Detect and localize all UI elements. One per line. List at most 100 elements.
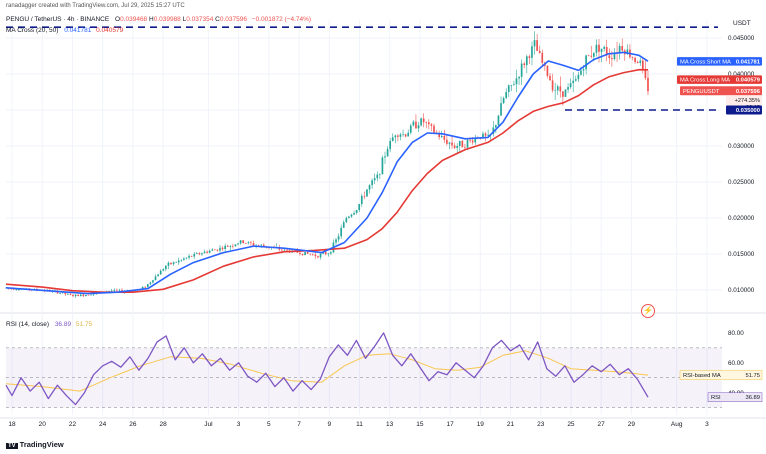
- candle-body[interactable]: [569, 83, 572, 88]
- candle-body[interactable]: [281, 249, 283, 251]
- short-ma-line[interactable]: [5, 51, 649, 295]
- candle-body[interactable]: [159, 270, 162, 275]
- candle-body[interactable]: [469, 139, 471, 141]
- candle-body[interactable]: [314, 254, 317, 257]
- candle-body[interactable]: [330, 252, 332, 254]
- candle-body[interactable]: [113, 289, 116, 291]
- candle-body[interactable]: [373, 178, 376, 181]
- candle-body[interactable]: [371, 180, 373, 186]
- candle-body[interactable]: [146, 284, 149, 288]
- long-ma-line[interactable]: [5, 68, 649, 294]
- rsi-line[interactable]: [5, 332, 649, 406]
- candle-body[interactable]: [257, 245, 260, 246]
- candle-body[interactable]: [415, 121, 417, 129]
- candle-body[interactable]: [386, 149, 389, 157]
- candle-body[interactable]: [67, 293, 69, 295]
- candle-body[interactable]: [283, 249, 286, 251]
- candle-body[interactable]: [18, 289, 20, 291]
- candle-body[interactable]: [327, 253, 330, 255]
- candle-body[interactable]: [592, 52, 595, 57]
- candle-body[interactable]: [324, 252, 327, 255]
- candle-body[interactable]: [77, 294, 80, 297]
- candle-body[interactable]: [250, 242, 252, 244]
- ma-cross-legend[interactable]: MA Cross (20, 50) 0.041781 0.040579: [6, 27, 123, 34]
- rsi-pane[interactable]: [5, 332, 722, 408]
- candle-body[interactable]: [520, 63, 523, 77]
- candle-body[interactable]: [541, 52, 544, 63]
- candle-body[interactable]: [345, 217, 348, 223]
- candle-body[interactable]: [262, 244, 265, 247]
- rsi-legend[interactable]: RSI (14, close) 36.89 51.75: [6, 321, 92, 328]
- candle-body[interactable]: [505, 91, 508, 99]
- candle-body[interactable]: [201, 253, 203, 255]
- candle-body[interactable]: [412, 121, 415, 126]
- candle-body[interactable]: [232, 246, 234, 247]
- candle-body[interactable]: [110, 290, 113, 292]
- candle-body[interactable]: [286, 249, 288, 251]
- rsi-ma-line[interactable]: [5, 350, 649, 392]
- candle-body[interactable]: [363, 195, 366, 197]
- candle-body[interactable]: [175, 262, 178, 263]
- candle-body[interactable]: [322, 252, 324, 254]
- flash-icon[interactable]: ⚡: [641, 304, 655, 318]
- candle-body[interactable]: [636, 62, 639, 64]
- candle-body[interactable]: [378, 174, 381, 175]
- candle-body[interactable]: [523, 63, 526, 66]
- candle-body[interactable]: [536, 40, 538, 51]
- candle-body[interactable]: [203, 251, 206, 254]
- candle-body[interactable]: [598, 44, 600, 52]
- candle-body[interactable]: [438, 133, 440, 138]
- candle-body[interactable]: [574, 79, 577, 81]
- candle-body[interactable]: [219, 247, 221, 251]
- candle-body[interactable]: [213, 249, 216, 251]
- candle-body[interactable]: [118, 289, 121, 291]
- candle-body[interactable]: [443, 135, 446, 140]
- candle-body[interactable]: [157, 274, 159, 277]
- candle-body[interactable]: [183, 258, 185, 260]
- candle-body[interactable]: [167, 262, 170, 266]
- candle-body[interactable]: [582, 69, 585, 71]
- candle-body[interactable]: [188, 255, 190, 258]
- candle-body[interactable]: [464, 147, 466, 148]
- candle-body[interactable]: [239, 240, 242, 244]
- candle-body[interactable]: [226, 245, 229, 247]
- candle-body[interactable]: [492, 127, 495, 135]
- candle-body[interactable]: [208, 250, 211, 253]
- candle-body[interactable]: [417, 125, 420, 129]
- candle-body[interactable]: [399, 134, 402, 137]
- candle-body[interactable]: [451, 142, 453, 146]
- candle-body[interactable]: [311, 254, 314, 256]
- candle-body[interactable]: [162, 269, 165, 271]
- candle-body[interactable]: [554, 90, 557, 92]
- candle-body[interactable]: [572, 80, 575, 84]
- candle-body[interactable]: [559, 86, 562, 92]
- candle-body[interactable]: [108, 291, 110, 292]
- candle-body[interactable]: [613, 52, 616, 60]
- candle-body[interactable]: [453, 145, 456, 148]
- long-ma-tag[interactable]: MA Cross:Long MA: [677, 75, 762, 84]
- candle-body[interactable]: [427, 122, 430, 125]
- candle-body[interactable]: [600, 48, 603, 52]
- candle-body[interactable]: [487, 134, 489, 136]
- candle-body[interactable]: [309, 253, 312, 255]
- candle-body[interactable]: [397, 135, 399, 137]
- candle-body[interactable]: [618, 46, 621, 54]
- candle-body[interactable]: [577, 74, 580, 80]
- support-level-tag[interactable]: 0.035000: [726, 105, 762, 115]
- candle-body[interactable]: [564, 89, 567, 97]
- candle-body[interactable]: [350, 214, 353, 217]
- candle-body[interactable]: [193, 253, 196, 257]
- candle-body[interactable]: [440, 135, 443, 138]
- candle-body[interactable]: [85, 294, 87, 297]
- candle-body[interactable]: [495, 125, 497, 128]
- candle-body[interactable]: [180, 259, 183, 261]
- candle-body[interactable]: [368, 185, 371, 190]
- candle-body[interactable]: [69, 293, 72, 295]
- candle-body[interactable]: [639, 60, 642, 64]
- candle-body[interactable]: [376, 174, 379, 179]
- candle-body[interactable]: [247, 242, 250, 244]
- candle-body[interactable]: [567, 87, 569, 90]
- candle-body[interactable]: [335, 239, 337, 243]
- candle-body[interactable]: [626, 49, 629, 55]
- candle-body[interactable]: [79, 294, 82, 297]
